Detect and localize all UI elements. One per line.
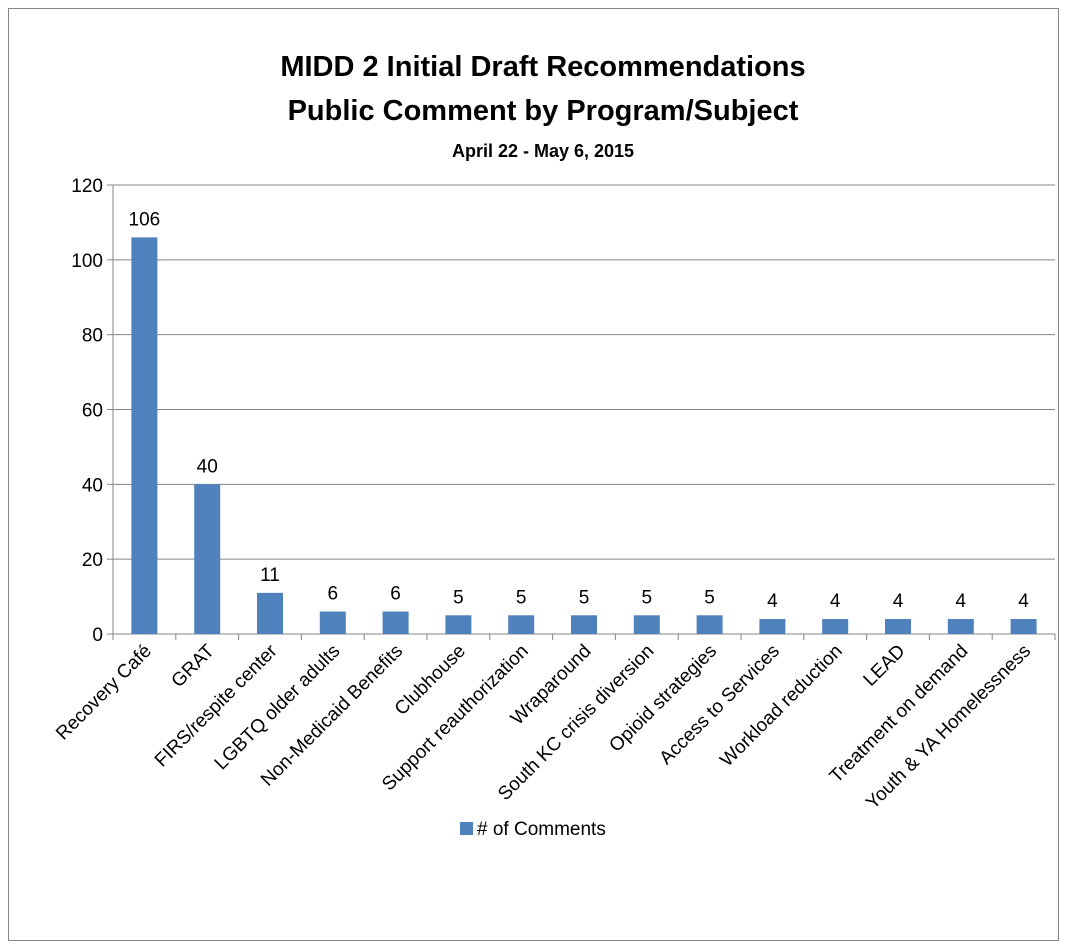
bar — [822, 619, 849, 634]
data-labels: 106 40 11 6 6 5 5 5 5 5 4 4 4 4 4 — [129, 209, 1030, 612]
bars — [131, 237, 1037, 634]
data-label: 40 — [197, 456, 218, 477]
gridlines — [113, 184, 1055, 560]
legend: # of Comments — [460, 819, 606, 840]
bar — [759, 619, 786, 634]
x-tick-label: Recovery Café — [52, 641, 156, 745]
data-label: 6 — [328, 584, 339, 605]
y-tick-label: 60 — [82, 401, 103, 422]
x-tick-label: FIRS/respite center — [151, 640, 282, 771]
data-label: 11 — [260, 565, 280, 586]
bar — [696, 615, 723, 634]
y-tick-label: 0 — [92, 625, 103, 646]
y-tick-label: 80 — [82, 326, 103, 347]
data-label: 5 — [642, 587, 653, 608]
bar-chart: MIDD 2 Initial Draft Recommendations Pub… — [52, 51, 1056, 840]
data-label: 4 — [893, 591, 904, 612]
data-label: 5 — [579, 587, 590, 608]
legend-label: # of Comments — [477, 819, 606, 840]
x-tick-label: GRAT — [168, 640, 219, 691]
bar — [633, 615, 660, 634]
y-tick-label: 40 — [82, 475, 103, 496]
chart-frame: MIDD 2 Initial Draft Recommendations Pub… — [8, 8, 1059, 941]
data-label: 5 — [704, 587, 715, 608]
x-tick-label: Opioid strategies — [605, 641, 721, 757]
bar — [445, 615, 472, 634]
data-label: 4 — [956, 591, 967, 612]
y-tick-labels: 0 20 40 60 80 100 120 — [71, 176, 103, 646]
bar — [947, 619, 974, 634]
data-label: 5 — [453, 587, 464, 608]
data-label: 4 — [830, 591, 841, 612]
data-label: 4 — [1018, 591, 1029, 612]
axes — [107, 184, 1056, 640]
bar — [131, 237, 158, 634]
chart-subtitle: Public Comment by Program/Subject — [288, 95, 799, 127]
bar — [885, 619, 911, 634]
x-tick-label: Workload reduction — [716, 641, 846, 771]
y-tick-label: 120 — [71, 176, 103, 197]
bar — [508, 615, 535, 634]
data-label: 4 — [767, 591, 778, 612]
bar — [571, 615, 597, 634]
data-label: 106 — [129, 209, 161, 230]
chart-title: MIDD 2 Initial Draft Recommendations — [280, 51, 805, 83]
legend-swatch — [460, 822, 473, 835]
x-tick-label: LEAD — [860, 641, 910, 691]
chart-date-range: April 22 - May 6, 2015 — [452, 141, 634, 161]
bar — [319, 611, 346, 634]
y-tick-label: 20 — [82, 550, 103, 571]
bar — [257, 592, 283, 634]
bar — [1010, 619, 1037, 634]
data-label: 5 — [516, 587, 527, 608]
y-tick-label: 100 — [71, 251, 103, 272]
x-tick-label: Access to Services — [656, 641, 784, 769]
data-label: 6 — [390, 584, 401, 605]
bar — [382, 611, 409, 634]
bar — [194, 484, 221, 634]
